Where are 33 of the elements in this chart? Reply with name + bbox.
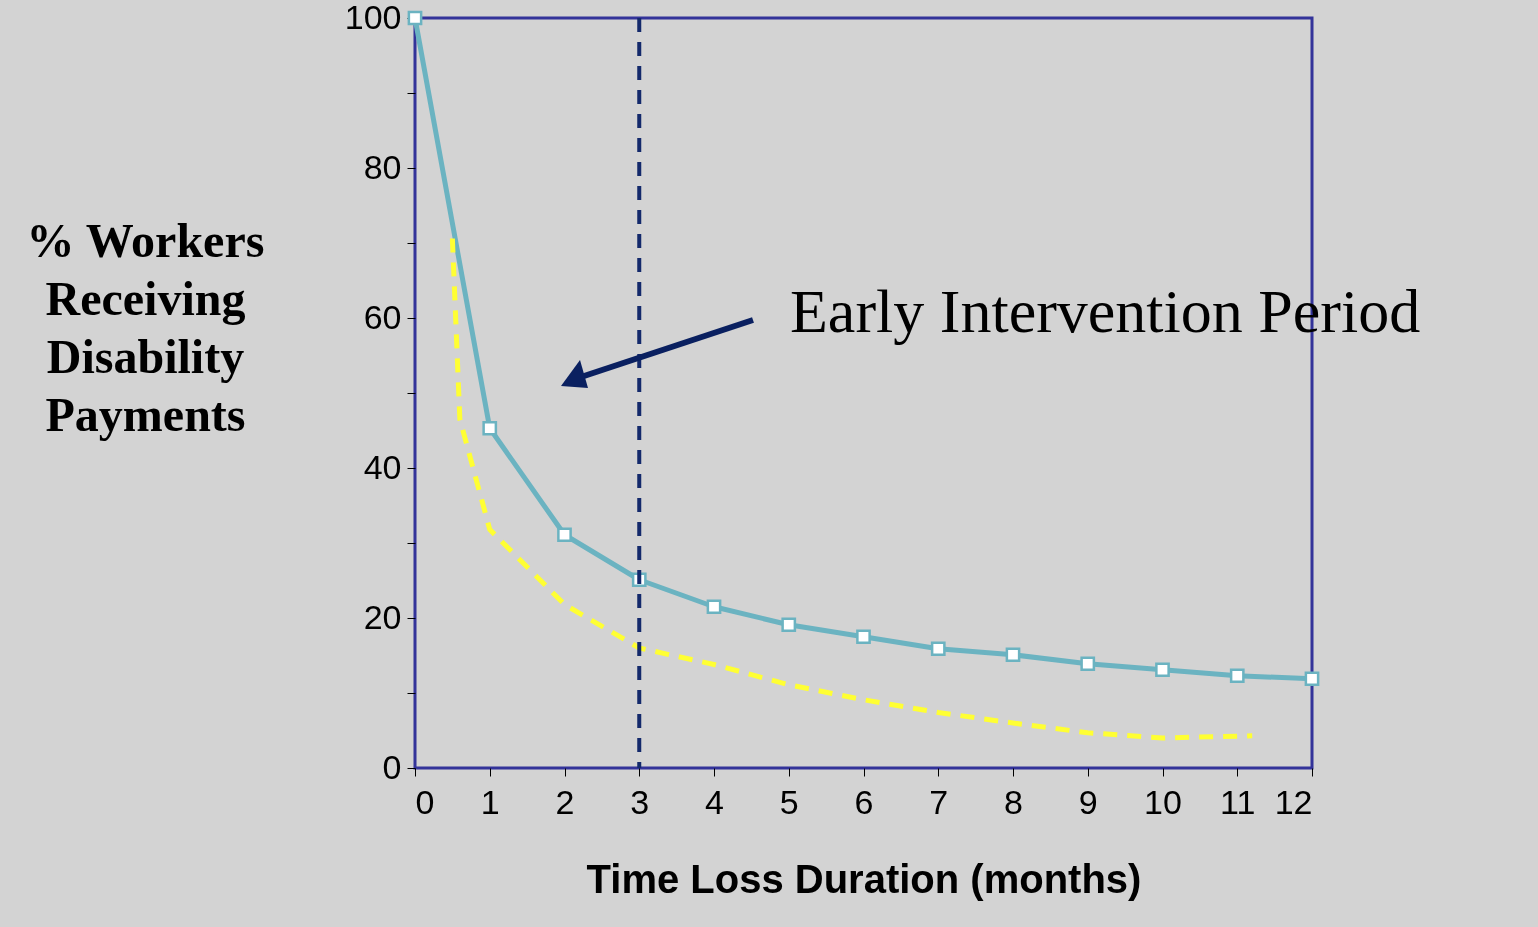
y-tick-label: 80	[363, 147, 402, 186]
x-tick-label: 8	[1004, 782, 1023, 821]
point	[482, 420, 498, 436]
point	[1005, 647, 1021, 663]
point	[706, 599, 722, 615]
y-tick-label: 40	[363, 447, 402, 486]
x-tick-label: 11	[1220, 782, 1256, 821]
x-tick-label: 3	[630, 782, 650, 821]
y-axis-title: % Workers Receiving Disability Payments	[26, 213, 265, 441]
point	[557, 527, 572, 543]
x-tick-label: 5	[779, 782, 799, 821]
x-tick-label: 4	[705, 782, 724, 821]
point	[1304, 671, 1320, 687]
point	[856, 629, 871, 645]
x-axis-title: Time Loss Duration (months)	[586, 856, 1142, 901]
x-tick-label: 9	[1078, 782, 1098, 821]
point	[1229, 668, 1245, 684]
x-tick-label: 6	[854, 782, 874, 821]
y-tick-label: 100	[344, 0, 402, 36]
x-tick-label: 0	[415, 782, 435, 821]
point	[1155, 662, 1170, 678]
y-tick-label: 20	[363, 597, 402, 636]
y-tick-label: 60	[363, 297, 402, 336]
x-tick-label: 1	[480, 782, 500, 821]
x-tick-label: 12	[1274, 782, 1313, 821]
point	[781, 617, 797, 633]
point	[1080, 656, 1096, 672]
x-tick-label: 10	[1144, 782, 1182, 821]
x-tick-label: 7	[929, 782, 949, 821]
y-tick-label: 0	[382, 747, 402, 786]
point	[407, 10, 423, 26]
x-tick-label: 2	[555, 782, 575, 821]
point	[930, 641, 946, 657]
